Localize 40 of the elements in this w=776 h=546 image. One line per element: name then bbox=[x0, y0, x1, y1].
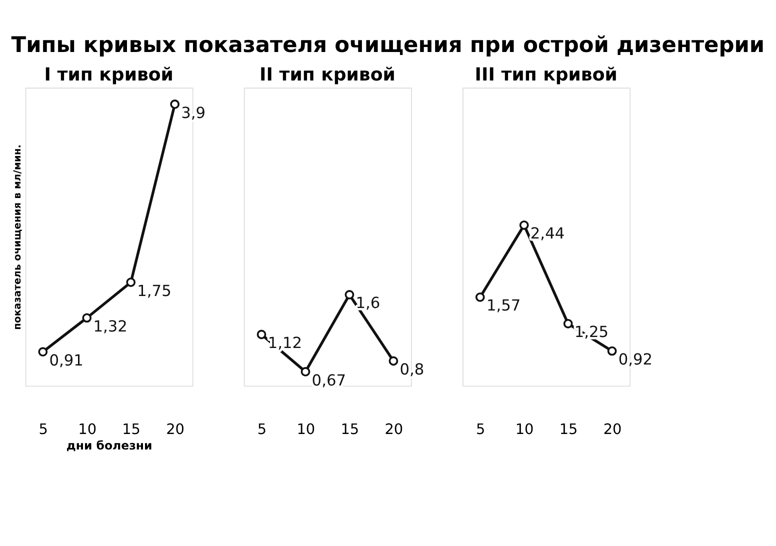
x-tick-label: 5 bbox=[476, 422, 486, 438]
point bbox=[563, 319, 573, 328]
data-label: 1,32 bbox=[93, 317, 128, 336]
point bbox=[519, 220, 529, 230]
data-label: 1,57 bbox=[486, 296, 521, 315]
x-tick-label: 15 bbox=[122, 422, 140, 438]
point bbox=[38, 347, 48, 357]
point bbox=[170, 100, 180, 109]
x-tick-label: 15 bbox=[559, 422, 578, 438]
x-tick-label: 10 bbox=[78, 422, 97, 438]
x-axis-title: дни болезни bbox=[66, 438, 152, 452]
point bbox=[475, 292, 485, 302]
x-tick-label: 10 bbox=[296, 422, 316, 438]
point bbox=[256, 330, 266, 340]
x-tick-label: 20 bbox=[166, 422, 184, 438]
chart-subtitle: II тип кривой bbox=[260, 64, 396, 86]
point bbox=[82, 313, 92, 323]
point bbox=[300, 367, 310, 376]
point bbox=[126, 278, 136, 287]
data-label: 1,75 bbox=[137, 282, 172, 300]
data-label: 2,44 bbox=[530, 224, 565, 243]
x-tick-label: 20 bbox=[603, 422, 622, 438]
x-tick-label: 15 bbox=[340, 422, 360, 438]
data-label: 0,8 bbox=[400, 360, 424, 378]
x-tick-label: 5 bbox=[257, 422, 267, 438]
data-label: 0,67 bbox=[312, 371, 346, 390]
y-axis-title: показатель очищения в мл/мин. bbox=[12, 144, 24, 330]
x-tick-label: 20 bbox=[384, 422, 404, 438]
chart-subtitle: III тип кривой bbox=[474, 64, 618, 86]
text: Типы кривых показателя очищения при острой дизентерии bbox=[11, 32, 765, 58]
point bbox=[607, 346, 617, 356]
point bbox=[344, 290, 354, 300]
data-label: 0,92 bbox=[618, 350, 653, 369]
data-label: 1,6 bbox=[356, 294, 380, 312]
x-tick-label: 5 bbox=[38, 422, 48, 438]
x-tick-label: 10 bbox=[515, 422, 534, 438]
chart-subtitle: I тип кривой bbox=[44, 64, 174, 86]
data-label: 3,9 bbox=[181, 104, 206, 122]
data-label: 0,91 bbox=[49, 351, 84, 370]
point bbox=[388, 356, 398, 366]
